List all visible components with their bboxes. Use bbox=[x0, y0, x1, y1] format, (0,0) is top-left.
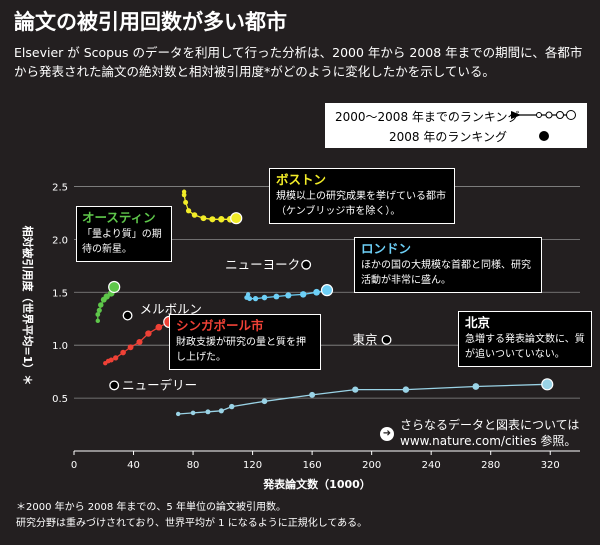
series-point-3 bbox=[113, 355, 119, 361]
legend: 2000～2008 年までのランキング 2008 年のランキング bbox=[325, 103, 587, 148]
series-point-0 bbox=[200, 215, 207, 222]
series-layer bbox=[95, 189, 554, 417]
series-point-3 bbox=[155, 323, 163, 331]
series-point-0 bbox=[183, 199, 189, 205]
series-point-1 bbox=[95, 312, 101, 317]
annotation-austin-text: 「量より質」の期待の新星。 bbox=[82, 229, 162, 255]
footnote: ＊2000 年から 2008 年までの、5 年単位の論文被引用数。 研究分野は重… bbox=[16, 500, 367, 532]
series-point-3 bbox=[145, 330, 152, 337]
series-point-0 bbox=[185, 208, 192, 214]
annotation-beijing-label: 北京 bbox=[465, 315, 491, 330]
series-point-4 bbox=[190, 410, 196, 416]
series-point-2 bbox=[273, 293, 280, 300]
x-tick-label: 0 bbox=[71, 460, 77, 471]
series-line-0 bbox=[183, 191, 237, 220]
series-point-0 bbox=[191, 212, 198, 218]
y-tick-label: 1.0 bbox=[52, 341, 68, 352]
series-point-0 bbox=[181, 192, 187, 198]
series-point-1 bbox=[108, 280, 121, 294]
series-point-4 bbox=[402, 386, 410, 393]
annotation-singapore-text: 財政支援が研究の量と質を押し上げた。 bbox=[176, 337, 306, 363]
more-info-line1: さらなるデータと図表については bbox=[400, 418, 580, 432]
city-point bbox=[109, 380, 120, 391]
series-point-1 bbox=[95, 318, 101, 324]
x-tick-label: 320 bbox=[541, 460, 560, 471]
annotation-boston: ボストン 規模以上の研究成果を挙げている都市（ケンブリッジ市を除く）。 bbox=[269, 168, 455, 224]
annotation-london: ロンドン ほかの国の大規模な首都と同様、研究活動が非常に盛ん。 bbox=[354, 237, 542, 293]
series-point-4 bbox=[472, 383, 480, 390]
y-tick-label: 0.5 bbox=[52, 394, 68, 405]
series-point-4 bbox=[229, 403, 235, 410]
city-point-label: 東京 bbox=[353, 332, 378, 347]
series-point-0 bbox=[230, 212, 243, 225]
annotation-singapore: シンガポール市 財政支援が研究の量と質を押し上げた。 bbox=[169, 314, 321, 370]
x-tick-label: 280 bbox=[481, 460, 500, 471]
y-tick-label: 1.5 bbox=[52, 288, 68, 299]
series-point-2 bbox=[261, 294, 268, 301]
series-point-2 bbox=[313, 288, 320, 296]
x-tick-label: 160 bbox=[303, 460, 322, 471]
x-tick-label: 120 bbox=[243, 460, 262, 471]
series-point-2 bbox=[299, 291, 307, 298]
x-axis-label: 発表論文数（1000） bbox=[262, 477, 371, 491]
series-point-4 bbox=[309, 391, 316, 398]
x-tick-label: 200 bbox=[362, 460, 381, 471]
annotation-beijing-text: 急増する発表論文数に、質が追いついていない。 bbox=[465, 334, 585, 360]
legend-point-icon bbox=[539, 131, 549, 141]
annotation-beijing: 北京 急増する発表論文数に、質が追いついていない。 bbox=[458, 311, 592, 367]
annotation-austin: オースティン 「量より質」の期待の新星。 bbox=[76, 206, 172, 262]
series-point-4 bbox=[218, 408, 224, 414]
annotation-boston-label: ボストン bbox=[276, 172, 327, 187]
page-title: 論文の被引用回数が多い都市 bbox=[14, 10, 287, 34]
axes: 0.5 1.0 1.5 2.0 2.5 0 40 80 120 160 200 240 280 320 発表… bbox=[21, 182, 580, 491]
annotation-london-label: ロンドン bbox=[361, 241, 412, 256]
series-point-4 bbox=[175, 411, 181, 417]
series-point-2 bbox=[247, 296, 253, 302]
y-axis-label: 相対被引用度（世界平均=1）＊ bbox=[21, 226, 35, 386]
series-point-2 bbox=[285, 292, 292, 299]
series-point-2 bbox=[252, 295, 259, 302]
series-point-4 bbox=[352, 386, 359, 393]
series-point-3 bbox=[127, 344, 134, 351]
y-tick-label: 2.5 bbox=[52, 182, 68, 193]
series-point-3 bbox=[120, 349, 126, 356]
series-point-1 bbox=[103, 293, 110, 300]
series-point-4 bbox=[261, 398, 268, 405]
city-point bbox=[301, 259, 312, 270]
annotation-london-text: ほかの国の大規模な首都と同様、研究活動が非常に盛ん。 bbox=[361, 260, 531, 286]
series-point-3 bbox=[136, 338, 143, 346]
series-point-4 bbox=[205, 409, 211, 415]
city-point-label: ニューヨーク bbox=[225, 257, 300, 272]
series-line-4 bbox=[178, 383, 548, 415]
annotation-austin-label: オースティン bbox=[82, 210, 156, 225]
series-point-0 bbox=[209, 216, 216, 223]
city-point bbox=[122, 310, 133, 321]
arrow-right-icon: ➜ bbox=[380, 427, 394, 441]
series-point-0 bbox=[218, 216, 225, 223]
annotation-singapore-label: シンガポール市 bbox=[176, 318, 264, 333]
x-tick-label: 240 bbox=[422, 460, 441, 471]
series-point-4 bbox=[541, 378, 554, 391]
y-tick-label: 2.0 bbox=[52, 235, 68, 246]
footnote-line2: 研究分野は重みづけされており、世界平均が 1 になるように正規化してある。 bbox=[16, 518, 368, 529]
legend-trend-icon bbox=[511, 110, 576, 120]
city-point-label: メルボルン bbox=[140, 302, 202, 317]
page-subtitle: Elsevier が Scopus のデータを利用して行った分析は、2000 年… bbox=[14, 45, 583, 79]
legend-point-label: 2008 年のランキング bbox=[389, 130, 507, 144]
annotation-boston-text: 規模以上の研究成果を挙げている都市（ケンブリッジ市を除く）。 bbox=[276, 191, 446, 217]
city-point bbox=[381, 334, 392, 345]
x-tick-label: 40 bbox=[127, 460, 140, 471]
city-point-label: ニューデリー bbox=[122, 377, 197, 392]
legend-trend-label: 2000～2008 年までのランキング bbox=[335, 110, 520, 124]
footnote-line1: ＊2000 年から 2008 年までの、5 年単位の論文被引用数。 bbox=[16, 502, 286, 513]
more-info-line2[interactable]: www.nature.com/cities 参照。 bbox=[400, 434, 577, 448]
series-point-0 bbox=[181, 189, 187, 194]
series-point-2 bbox=[320, 284, 334, 297]
series-point-1 bbox=[98, 302, 104, 308]
x-tick-label: 80 bbox=[187, 460, 200, 471]
series-point-1 bbox=[96, 307, 102, 313]
series-point-3 bbox=[108, 357, 114, 363]
